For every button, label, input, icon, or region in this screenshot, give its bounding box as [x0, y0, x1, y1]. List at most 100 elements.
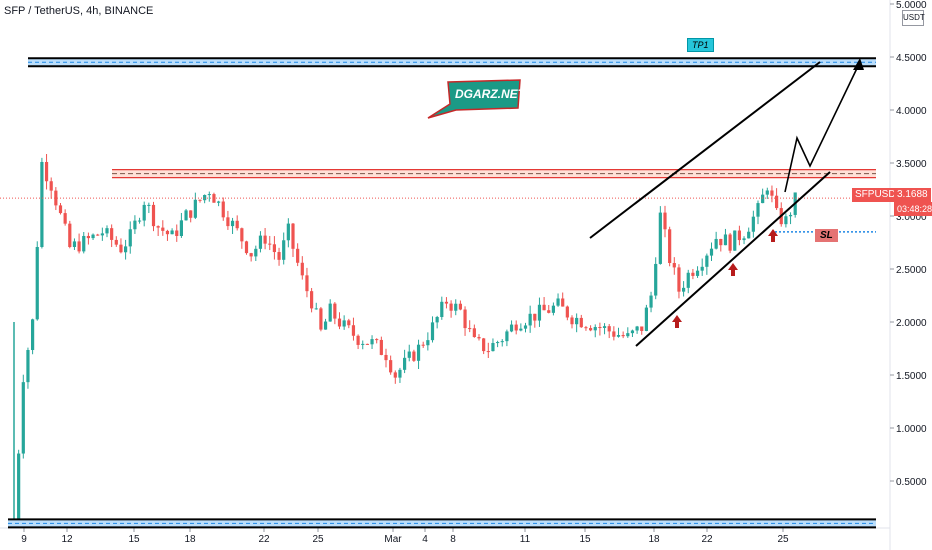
candle-body	[449, 303, 453, 311]
current-price-tag: 3.1688	[894, 188, 931, 202]
projected-path	[784, 61, 861, 193]
y-tick-label: 0.5000	[896, 477, 927, 488]
candle-body	[770, 190, 774, 196]
candle-body	[677, 267, 681, 292]
candle-body	[105, 228, 109, 234]
candle-body	[68, 223, 72, 248]
candle-body	[337, 318, 342, 327]
candle-body	[570, 317, 574, 325]
candle-body	[616, 335, 621, 337]
x-tick-label: 8	[450, 534, 456, 545]
candle-body	[114, 239, 118, 245]
candle-body	[384, 354, 388, 361]
candle-body	[644, 307, 648, 331]
candle-body	[217, 201, 221, 203]
candle-body	[565, 306, 569, 318]
candle-body	[509, 324, 514, 332]
candle-body	[310, 291, 314, 309]
candle-body	[230, 220, 235, 227]
candle-body	[700, 266, 704, 271]
candle-body	[82, 235, 86, 252]
candle-body	[286, 223, 290, 241]
candle-body	[272, 244, 276, 253]
candle-body	[523, 325, 528, 329]
candle-body	[49, 181, 53, 191]
candle-body	[379, 339, 383, 355]
candle-body	[765, 190, 769, 195]
candle-body	[737, 230, 741, 241]
candle-body	[403, 357, 407, 370]
candle-body	[244, 241, 249, 254]
candle-body	[761, 194, 765, 204]
currency-label[interactable]: USDT	[902, 10, 925, 26]
watermark-callout	[427, 79, 521, 119]
x-tick-label: 18	[648, 534, 660, 545]
y-tick-label: 2.5000	[896, 265, 927, 276]
x-tick-label: 15	[128, 534, 140, 545]
candle-body	[430, 322, 435, 341]
candle-body	[184, 210, 188, 221]
candle-body	[635, 326, 639, 331]
candle-body	[658, 212, 662, 264]
candle-body	[751, 216, 755, 232]
candle-body	[407, 351, 411, 358]
candle-body	[468, 328, 472, 330]
candle-body	[58, 205, 63, 214]
candle-body	[668, 229, 672, 263]
candle-body	[435, 317, 439, 323]
candle-body	[598, 327, 602, 329]
candle-body	[40, 161, 44, 247]
candle-body	[463, 309, 467, 329]
candle-body	[682, 287, 686, 292]
candle-body	[119, 244, 123, 253]
candle-body	[575, 317, 579, 325]
candle-body	[426, 340, 430, 346]
candle-body	[747, 231, 751, 239]
candle-body	[365, 343, 369, 345]
x-tick-label: 4	[422, 534, 428, 545]
candle-body	[198, 199, 202, 201]
candle-body	[454, 303, 458, 311]
candle-body	[491, 343, 495, 352]
candle-body	[788, 214, 793, 217]
candle-body	[672, 262, 676, 268]
candle-body	[626, 333, 630, 337]
candle-body	[496, 342, 500, 344]
candle-body	[607, 326, 611, 332]
candle-body	[784, 216, 788, 225]
candle-body	[398, 369, 402, 378]
bounce-arrow-icon	[672, 315, 682, 328]
candle-body	[709, 248, 714, 256]
candle-body	[258, 235, 263, 249]
resistance-band	[112, 169, 876, 178]
candle-body	[482, 338, 486, 352]
candle-body	[137, 220, 142, 222]
countdown-tag: 03:48:28	[894, 202, 932, 216]
candle-body	[133, 220, 137, 230]
candle-body	[412, 351, 416, 361]
candle-body	[602, 326, 607, 328]
candle-body	[375, 339, 379, 341]
y-tick-label: 3.5000	[896, 159, 927, 170]
candle-body	[31, 319, 35, 351]
candle-body	[142, 204, 146, 221]
candle-body	[500, 341, 504, 343]
candle-body	[21, 382, 25, 454]
candle-body	[207, 194, 211, 196]
candle-body	[54, 190, 58, 206]
candle-body	[296, 248, 300, 263]
x-tick-label: 22	[701, 534, 713, 545]
candle-body	[691, 272, 695, 276]
candle-body	[728, 234, 732, 251]
candle-body	[86, 235, 90, 239]
candle-body	[165, 230, 170, 235]
candle-body	[240, 228, 244, 242]
x-tick-label: 9	[21, 534, 27, 545]
symbol-price-tag: SFPUSDT	[852, 188, 905, 202]
candle-body	[63, 213, 67, 224]
candle-body	[640, 326, 644, 331]
tp1-label: TP1	[687, 38, 714, 52]
candle-body	[291, 223, 295, 249]
candle-body	[630, 330, 635, 334]
